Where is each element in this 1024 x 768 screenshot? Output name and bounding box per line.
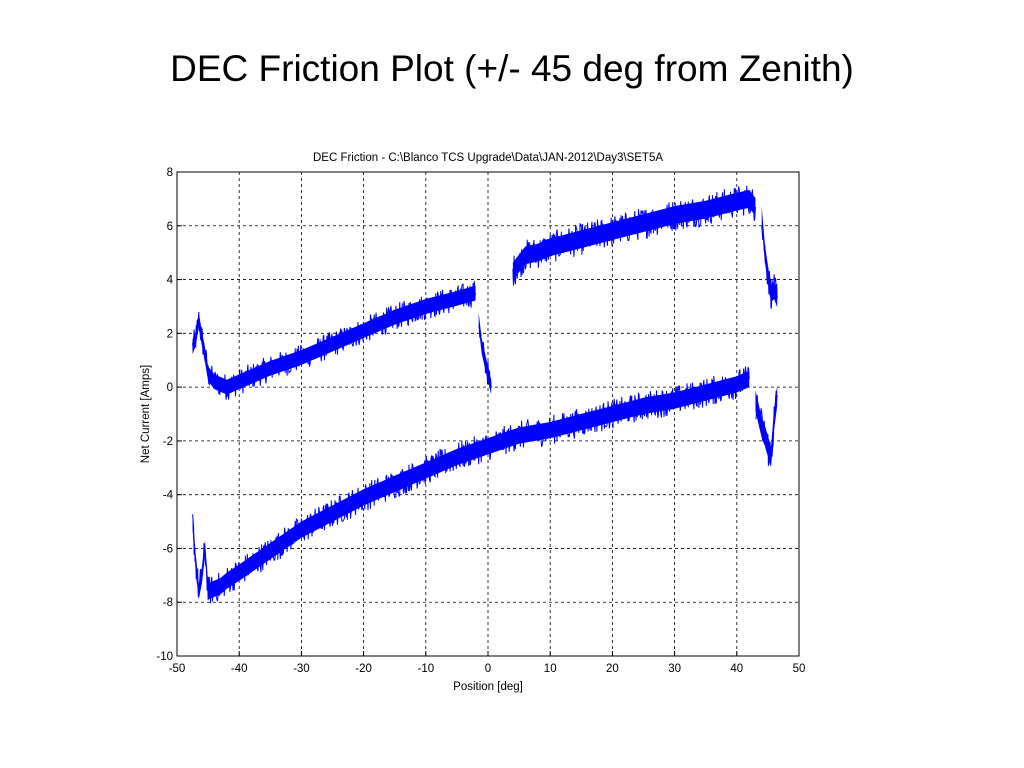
y-tick-label: 4 bbox=[167, 275, 174, 287]
y-tick-label: -8 bbox=[163, 597, 173, 609]
x-tick-label: 30 bbox=[668, 663, 681, 675]
slide-title: DEC Friction Plot (+/- 45 deg from Zenit… bbox=[170, 48, 854, 89]
series-4-line bbox=[192, 366, 750, 604]
series-2-line bbox=[512, 185, 756, 286]
x-tick-label: 50 bbox=[793, 663, 806, 675]
series-4-band bbox=[192, 370, 750, 600]
series-1-line bbox=[478, 324, 492, 388]
axis-ticks: -50 -40 -30 -20 -10 0 10 20 30 40 50-10-8-6-4-2024… bbox=[156, 167, 805, 675]
data-series bbox=[192, 185, 778, 604]
series-2-band bbox=[512, 190, 756, 281]
y-tick-label: 6 bbox=[167, 221, 173, 233]
x-tick-label: -50 bbox=[169, 663, 186, 675]
x-axis-label: Position [deg] bbox=[453, 681, 523, 693]
chart-title: DEC Friction - C:\Blanco TCS Upgrade\Dat… bbox=[313, 152, 663, 164]
y-tick-label: -6 bbox=[163, 543, 173, 555]
x-tick-label: 20 bbox=[606, 663, 619, 675]
y-tick-label: 0 bbox=[167, 382, 173, 394]
series-5-line bbox=[755, 390, 778, 467]
x-tick-label: 0 bbox=[485, 663, 491, 675]
grid-lines bbox=[177, 172, 799, 656]
x-tick-label: -10 bbox=[417, 663, 434, 675]
series-5-band bbox=[755, 384, 778, 468]
y-tick-label: -10 bbox=[156, 651, 173, 663]
y-axis-label: Net Current [Amps] bbox=[140, 365, 152, 463]
x-tick-label: -40 bbox=[231, 663, 248, 675]
x-tick-label: -20 bbox=[355, 663, 372, 675]
y-tick-label: 8 bbox=[167, 167, 173, 179]
x-tick-label: 10 bbox=[544, 663, 557, 675]
x-tick-label: -30 bbox=[293, 663, 310, 675]
series-0-line bbox=[192, 280, 477, 400]
y-tick-label: -2 bbox=[163, 436, 173, 448]
y-tick-label: -4 bbox=[163, 490, 174, 502]
series-3-line bbox=[761, 225, 778, 309]
x-tick-label: 40 bbox=[730, 663, 743, 675]
y-tick-label: 2 bbox=[167, 328, 173, 340]
series-1-band bbox=[478, 312, 492, 395]
